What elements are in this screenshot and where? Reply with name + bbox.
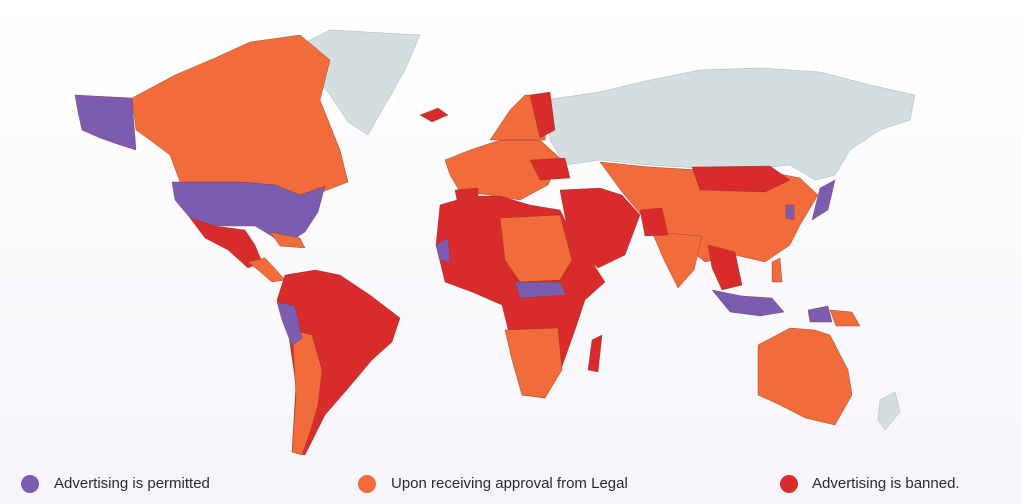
- region: [559, 187, 641, 269]
- world-map: [74, 29, 916, 456]
- region: [74, 94, 137, 151]
- region: [651, 231, 703, 289]
- region: [829, 309, 861, 327]
- region: [691, 165, 791, 193]
- legend-swatch: [358, 475, 376, 493]
- legend: Advertising is permitted Upon receiving …: [21, 475, 960, 493]
- region: [131, 34, 349, 196]
- region: [504, 327, 563, 399]
- region: [785, 204, 795, 221]
- legend-label: Advertising is permitted: [54, 475, 210, 492]
- region: [499, 214, 573, 283]
- legend-label: Advertising is banned.: [812, 475, 960, 492]
- region: [514, 281, 567, 299]
- region: [529, 91, 556, 139]
- region: [269, 231, 306, 249]
- region: [247, 257, 286, 283]
- region: [444, 139, 561, 201]
- legend-label: Upon receiving approval from Legal: [391, 475, 628, 492]
- region: [707, 244, 743, 291]
- region: [419, 107, 449, 123]
- region: [807, 305, 833, 323]
- region: [291, 329, 323, 456]
- region: [639, 207, 669, 237]
- region: [811, 179, 836, 221]
- legend-swatch: [780, 475, 798, 493]
- region: [771, 257, 783, 283]
- region: [529, 157, 571, 181]
- legend-swatch: [21, 475, 39, 493]
- region: [276, 301, 303, 347]
- region: [587, 334, 603, 373]
- region: [435, 237, 451, 263]
- region: [877, 391, 901, 431]
- region: [711, 289, 785, 317]
- region: [544, 67, 916, 181]
- region: [757, 327, 853, 426]
